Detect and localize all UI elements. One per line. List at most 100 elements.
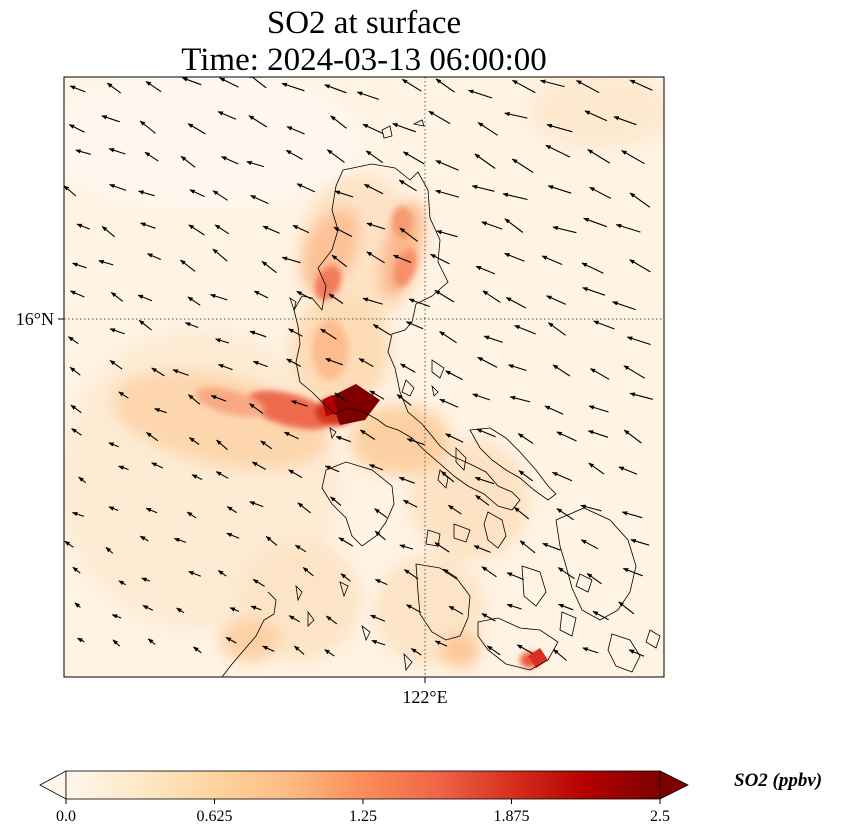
wind-arrow [69, 366, 81, 376]
wind-arrow [72, 262, 87, 269]
wind-arrow [139, 222, 156, 229]
wind-arrow [477, 122, 499, 136]
wind-arrow [362, 123, 384, 135]
wind-arrow [612, 301, 636, 311]
colorbar-tick-label: 2.5 [650, 808, 670, 825]
wind-arrow [294, 544, 307, 553]
wind-arrow [398, 476, 415, 484]
wind-arrow [249, 403, 264, 414]
wind-arrow [71, 428, 82, 436]
wind-arrow [145, 80, 162, 93]
wind-arrow [547, 322, 566, 336]
wind-arrow [582, 647, 599, 654]
wind-arrow [260, 440, 273, 450]
wind-arrow [593, 320, 615, 330]
wind-arrow [514, 324, 536, 335]
wind-arrow [253, 290, 269, 299]
wind-arrow [188, 224, 205, 236]
wind-arrow [374, 530, 386, 541]
wind-arrow [502, 192, 528, 201]
wind-arrow [430, 253, 450, 265]
wind-arrow [324, 649, 335, 657]
wind-arrow [261, 260, 277, 274]
wind-arrow [516, 644, 533, 654]
wind-arrow [285, 149, 303, 160]
colorbar-extend-high [659, 770, 689, 800]
wind-arrow [618, 466, 638, 475]
wind-arrow [154, 408, 167, 414]
wind-arrow [576, 80, 600, 94]
wind-arrow [110, 291, 124, 302]
wind-arrow [474, 153, 496, 169]
wind-arrow [214, 224, 230, 235]
wind-arrow [105, 546, 114, 554]
wind-arrow [410, 648, 422, 656]
wind-arrow [147, 638, 156, 645]
colorbar-tick-label: 1.25 [349, 808, 377, 825]
wind-arrow [471, 184, 495, 192]
wind-arrow [98, 259, 114, 266]
wind-arrow [176, 607, 185, 614]
wind-arrow [392, 254, 412, 264]
wind-arrow [613, 116, 637, 126]
wind-arrow [371, 640, 386, 646]
wind-arrow [296, 290, 312, 300]
wind-arrow [366, 251, 385, 264]
wind-arrow [226, 532, 240, 539]
wind-arrow [265, 535, 278, 546]
wind-arrow [288, 469, 303, 479]
wind-arrow [475, 265, 496, 275]
wind-arrow [580, 539, 599, 550]
wind-arrow [556, 431, 577, 442]
wind-arrow [482, 290, 501, 303]
wind-arrow [249, 330, 267, 338]
wind-arrow [448, 605, 464, 615]
wind-arrow [504, 218, 524, 233]
wind-arrow [481, 221, 503, 230]
wind-arrow [436, 230, 458, 238]
wind-arrow [109, 183, 127, 191]
wind-arrow [151, 462, 164, 469]
wind-arrow [77, 637, 85, 643]
wind-arrow [118, 391, 129, 399]
wind-arrow [220, 156, 239, 165]
wind-arrow [251, 461, 267, 470]
wind-arrow [330, 115, 347, 129]
wind-arrow [583, 217, 608, 228]
wind-arrow [250, 194, 269, 205]
wind-arrow [622, 567, 643, 577]
wind-arrow [439, 398, 459, 408]
wind-arrow [587, 149, 611, 164]
wind-arrow [112, 639, 121, 647]
wind-arrow [552, 226, 577, 234]
wind-arrow [505, 297, 527, 309]
lon-label: 122°E [402, 687, 447, 707]
wind-arrow [141, 577, 151, 582]
wind-arrow [108, 442, 119, 448]
wind-arrow [362, 297, 383, 305]
wind-arrow [476, 428, 496, 438]
wind-arrow [580, 504, 602, 512]
wind-arrow [212, 248, 228, 262]
wind-arrow [399, 544, 414, 550]
wind-arrow [402, 499, 418, 508]
wind-arrow [588, 405, 609, 413]
wind-arrow [475, 494, 490, 506]
wind-arrow [106, 82, 122, 94]
wind-arrow [324, 465, 340, 473]
wind-arrow [69, 85, 86, 93]
wind-arrow [247, 77, 267, 89]
wind-arrow [64, 185, 77, 197]
wind-arrow [137, 294, 153, 302]
wind-arrow [248, 115, 268, 128]
wind-arrow [216, 439, 228, 451]
wind-arrow [181, 77, 202, 86]
wind-arrow [111, 614, 122, 619]
wind-arrow [396, 394, 412, 406]
wind-arrow [108, 506, 119, 512]
wind-arrow [180, 155, 196, 168]
wind-arrow [142, 605, 154, 611]
wind-arrow [246, 160, 265, 168]
wind-arrow [623, 365, 646, 379]
